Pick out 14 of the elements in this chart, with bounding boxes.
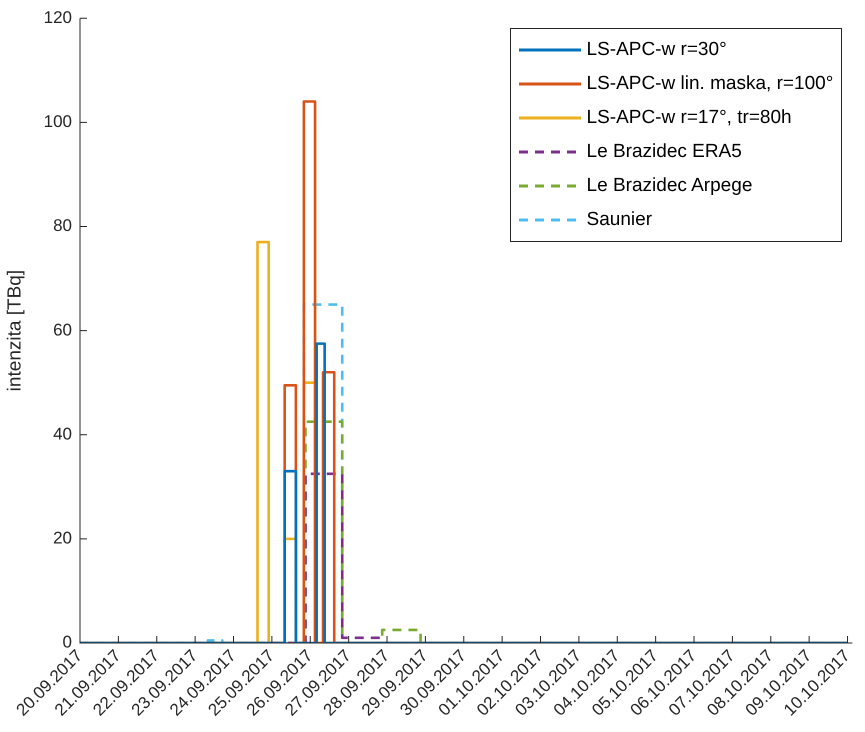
y-tick-label: 20 — [53, 528, 72, 548]
y-tick-label: 120 — [44, 8, 72, 27]
y-tick-label: 60 — [53, 320, 72, 340]
legend-label: Le Brazidec ERA5 — [586, 141, 742, 164]
legend-label: LS-APC-w lin. maska, r=100° — [586, 73, 834, 96]
legend-label: Saunier — [586, 209, 652, 232]
y-tick-label: 40 — [53, 424, 72, 444]
y-tick-label: 80 — [53, 216, 72, 236]
legend-label: Le Brazidec Arpege — [586, 175, 752, 198]
y-tick-label: 100 — [44, 112, 72, 132]
legend-label: LS-APC-w r=17°, tr=80h — [586, 107, 792, 130]
legend-label: LS-APC-w r=30° — [586, 39, 727, 62]
y-tick-label: 0 — [62, 632, 72, 652]
y-axis-title: intenzita [TBq] — [4, 270, 26, 392]
